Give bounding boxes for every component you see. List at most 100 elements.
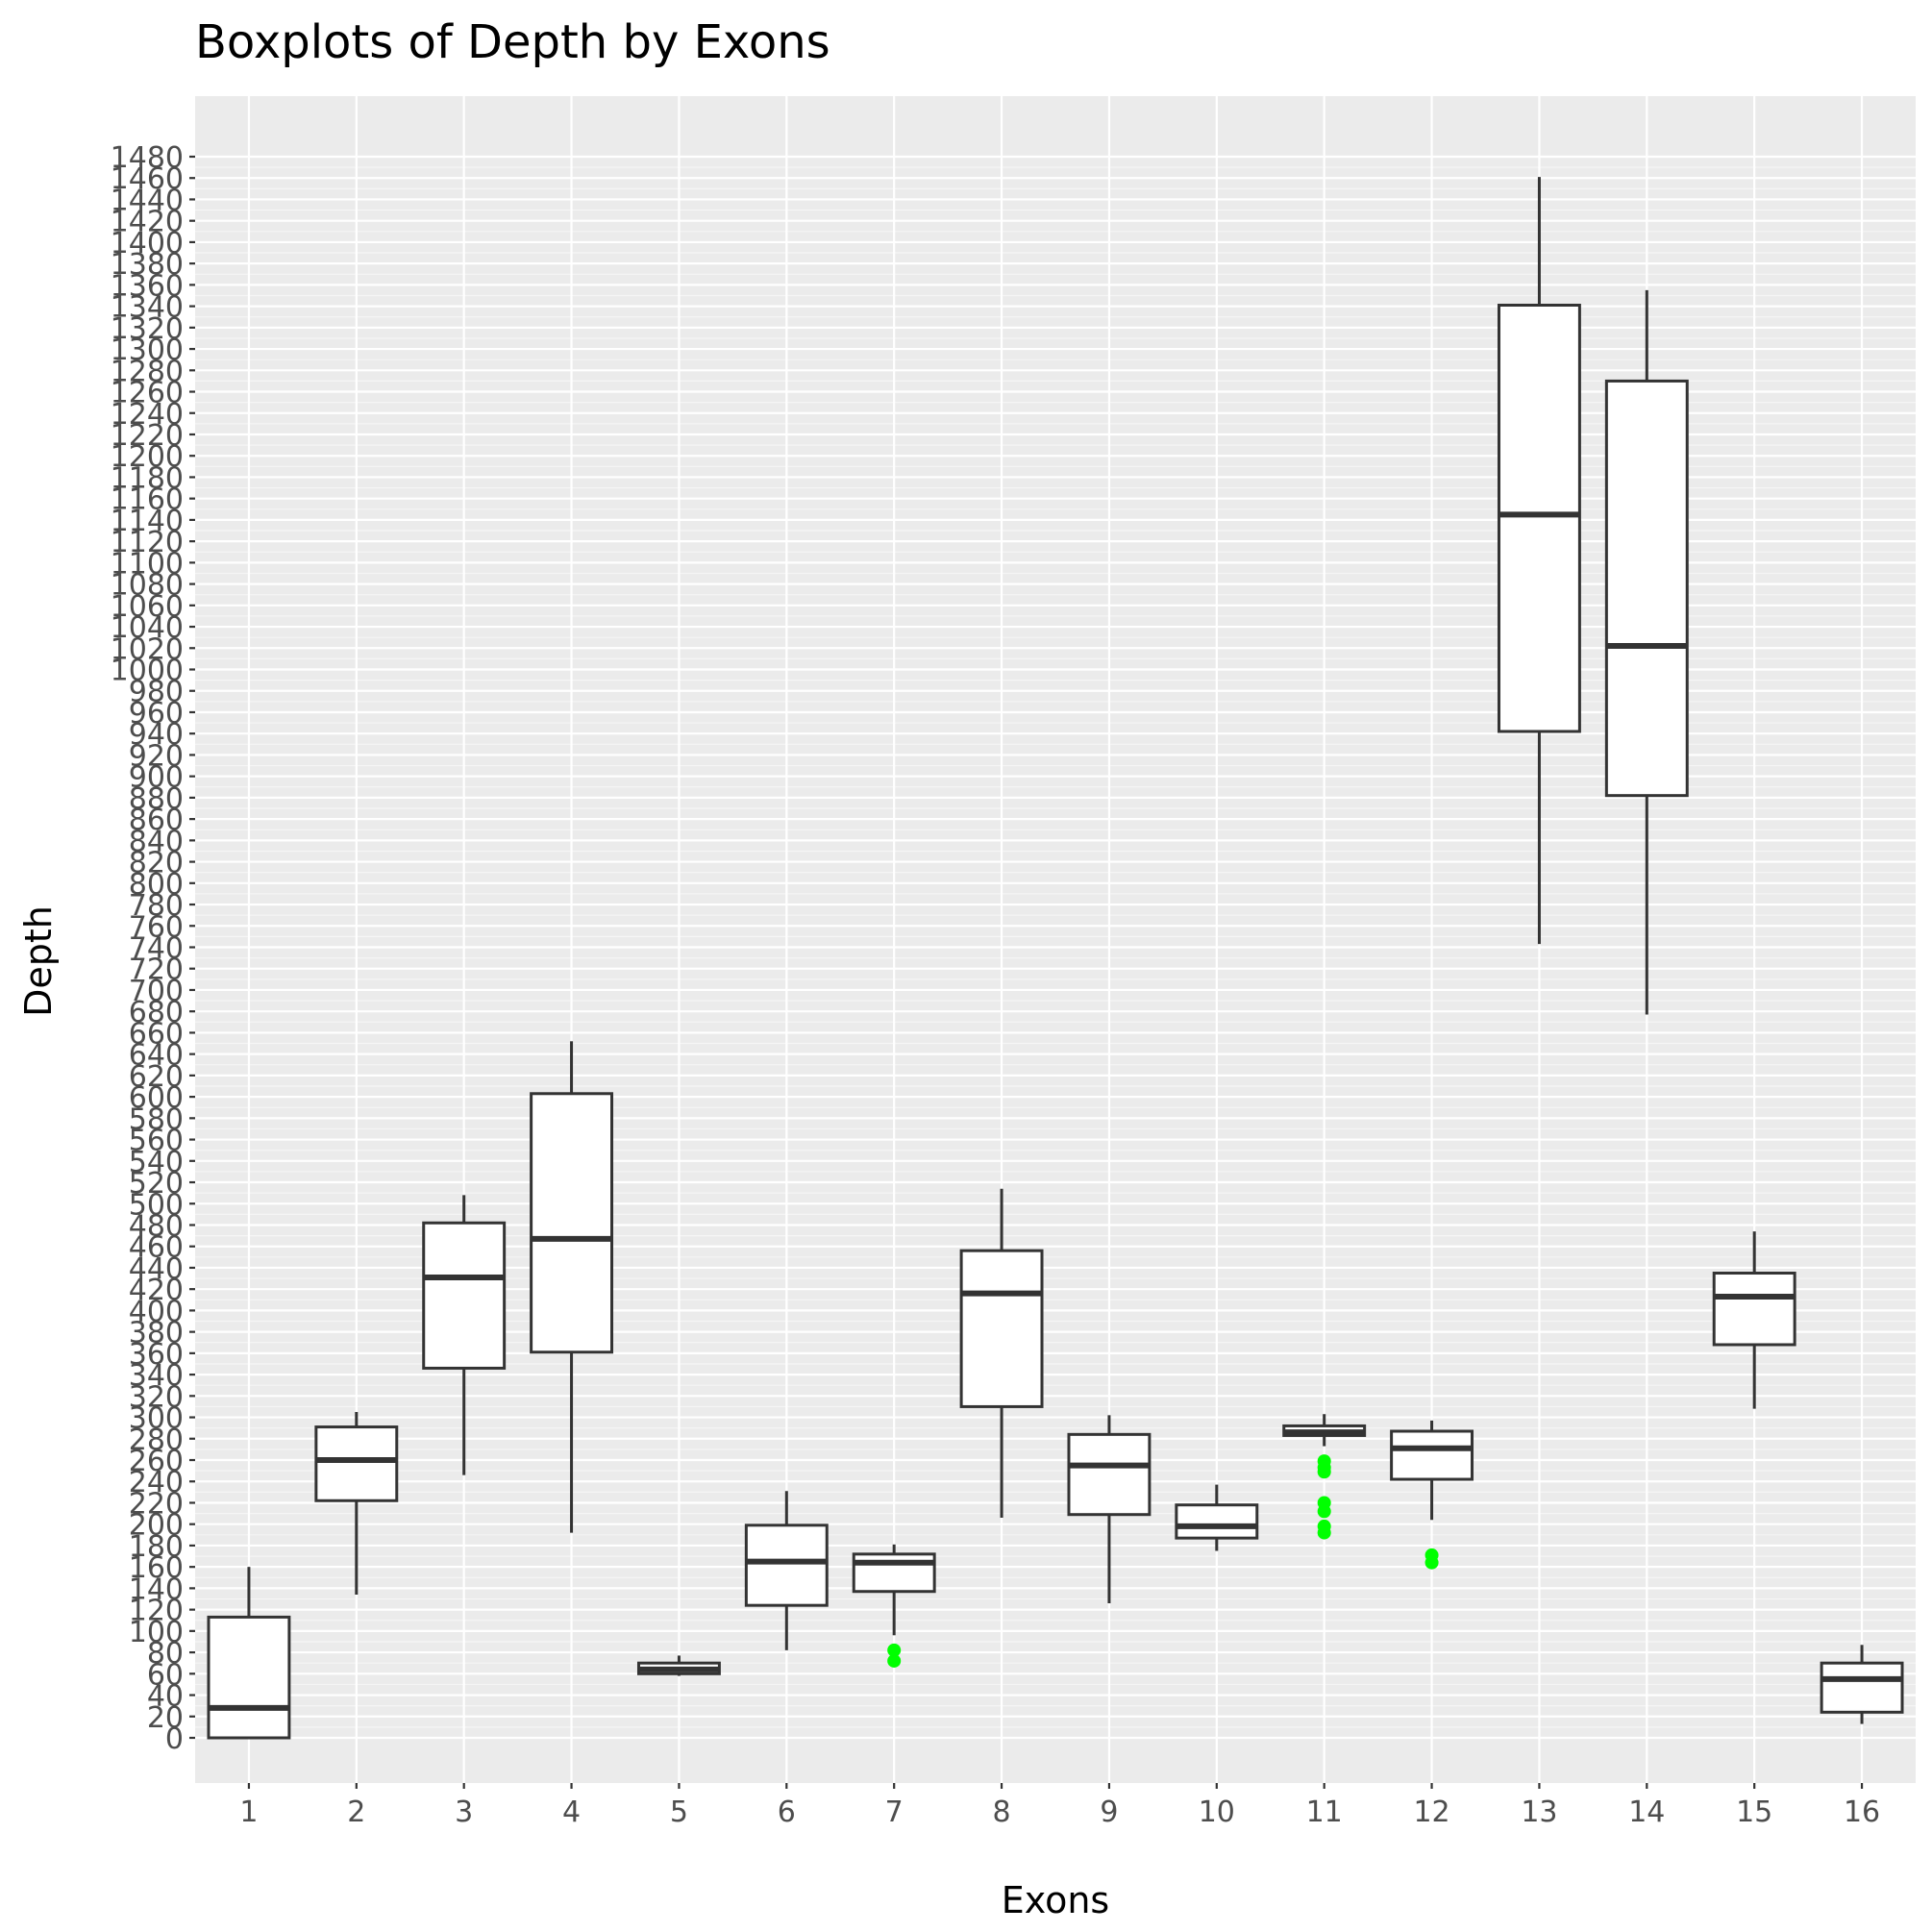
y-tick-label: 500: [129, 1188, 184, 1222]
box-exon-4: [530, 1041, 614, 1533]
box-exon-9: [1067, 1415, 1152, 1603]
box-iqr: [852, 1552, 936, 1594]
y-tick-label: 520: [129, 1167, 184, 1201]
y-tick-label: 1080: [111, 569, 184, 603]
y-tick-label: 1300: [111, 334, 184, 367]
x-axis-title: Exons: [1002, 1879, 1109, 1921]
x-tick-label: 8: [993, 1796, 1011, 1829]
y-tick-label: 920: [129, 739, 184, 773]
box-iqr: [530, 1092, 614, 1354]
box-exon-2: [314, 1411, 399, 1596]
y-tick-label: 1480: [111, 141, 184, 175]
box-iqr: [207, 1615, 291, 1740]
x-tick-label: 11: [1306, 1796, 1343, 1829]
box-iqr: [1497, 303, 1581, 733]
y-tick-label: 1280: [111, 355, 184, 388]
x-tick-label: 6: [778, 1796, 796, 1829]
y-tick-label: 220: [129, 1487, 184, 1521]
outlier-point: [1317, 1496, 1331, 1510]
box-exon-12: [1390, 1420, 1474, 1570]
y-tick-label: 1380: [111, 248, 184, 282]
outlier-point: [1317, 1454, 1331, 1469]
y-tick-label: 940: [129, 718, 184, 752]
y-tick-label: 1460: [111, 162, 184, 196]
y-tick-label: 1040: [111, 611, 184, 645]
y-tick-label: 260: [129, 1445, 184, 1478]
y-tick-label: 960: [129, 697, 184, 731]
x-tick-label: 1: [239, 1796, 258, 1829]
y-tick-label: 0: [165, 1722, 184, 1756]
y-tick-label: 1400: [111, 227, 184, 260]
box-iqr: [314, 1425, 399, 1502]
x-tick-label: 16: [1844, 1796, 1880, 1829]
y-tick-label: 180: [129, 1530, 184, 1564]
x-tick-label: 13: [1521, 1796, 1557, 1829]
y-tick-label: 680: [129, 996, 184, 1029]
y-tick-label: 280: [129, 1424, 184, 1457]
y-axis-title: Depth: [17, 905, 60, 1017]
box-exon-3: [422, 1195, 507, 1475]
y-tick-label: 780: [129, 889, 184, 923]
y-tick-label: 1320: [111, 312, 184, 346]
y-tick-label: 540: [129, 1146, 184, 1179]
y-tick-label: 240: [129, 1466, 184, 1499]
y-tick-label: 420: [129, 1274, 184, 1307]
y-tick-label: 360: [129, 1338, 184, 1372]
y-tick-label: 60: [147, 1658, 184, 1692]
box-iqr: [959, 1249, 1044, 1408]
box-exon-16: [1820, 1645, 1904, 1724]
box-iqr: [1390, 1429, 1474, 1481]
box-exon-5: [636, 1655, 721, 1676]
y-tick-label: 820: [129, 847, 184, 880]
box-exon-8: [959, 1188, 1044, 1519]
y-tick-label: 1440: [111, 184, 184, 217]
box-iqr: [422, 1221, 507, 1370]
box-exon-13: [1497, 177, 1581, 945]
y-tick-label: 340: [129, 1359, 184, 1393]
x-tick-label: 12: [1413, 1796, 1449, 1829]
y-tick-label: 1360: [111, 269, 184, 303]
y-tick-label: 380: [129, 1317, 184, 1350]
y-tick-label: 200: [129, 1509, 184, 1543]
y-tick-label: 400: [129, 1295, 184, 1328]
y-tick-label: 800: [129, 868, 184, 902]
box-exon-1: [207, 1567, 291, 1740]
y-tick-label: 480: [129, 1209, 184, 1243]
y-tick-label: 600: [129, 1081, 184, 1115]
y-tick-label: 1160: [111, 483, 184, 517]
y-tick-label: 120: [129, 1595, 184, 1628]
x-tick-label: 2: [347, 1796, 365, 1829]
y-tick-label: 100: [129, 1616, 184, 1649]
outlier-point: [887, 1643, 902, 1657]
y-tick-label: 860: [129, 804, 184, 837]
y-tick-label: 700: [129, 975, 184, 1008]
x-tick-label: 9: [1100, 1796, 1118, 1829]
box-exon-14: [1604, 289, 1689, 1015]
y-tick-label: 900: [129, 761, 184, 795]
box-iqr: [1175, 1503, 1259, 1540]
box-exon-6: [744, 1491, 829, 1650]
x-tick-label: 5: [670, 1796, 688, 1829]
y-tick-label: 580: [129, 1102, 184, 1136]
y-tick-label: 460: [129, 1231, 184, 1265]
box-exon-15: [1712, 1231, 1796, 1409]
box-iqr: [1712, 1272, 1796, 1347]
y-tick-label: 840: [129, 825, 184, 858]
y-tick-label: 140: [129, 1573, 184, 1606]
outlier-point: [887, 1653, 902, 1668]
y-tick-label: 1180: [111, 461, 184, 495]
y-tick-label: 320: [129, 1380, 184, 1414]
box-exon-10: [1175, 1484, 1259, 1551]
y-tick-label: 880: [129, 782, 184, 816]
y-tick-label: 40: [147, 1680, 184, 1714]
boxes-layer: [207, 177, 1904, 1740]
outlier-point: [1424, 1548, 1439, 1562]
y-tick-label: 1000: [111, 655, 184, 688]
y-tick-label: 1140: [111, 505, 184, 538]
y-tick-label: 80: [147, 1637, 184, 1671]
y-tick-label: 1260: [111, 377, 184, 410]
y-tick-label: 1240: [111, 398, 184, 432]
x-tick-label: 4: [562, 1796, 581, 1829]
box-iqr: [1820, 1661, 1904, 1714]
y-tick-label: 620: [129, 1060, 184, 1094]
